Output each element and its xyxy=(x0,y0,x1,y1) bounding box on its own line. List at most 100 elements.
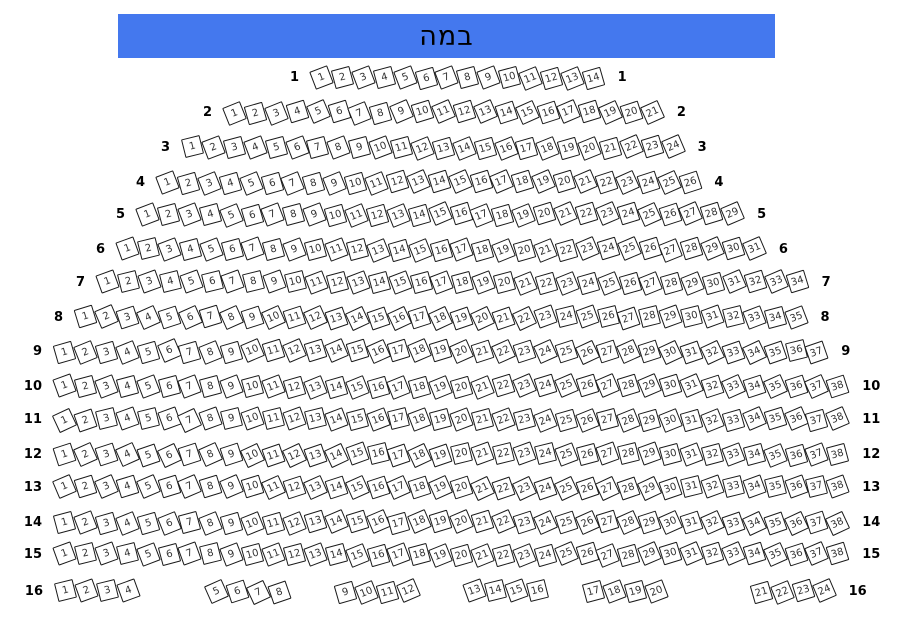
seat[interactable]: 28 xyxy=(616,408,642,433)
seat[interactable]: 21 xyxy=(491,306,516,331)
seat[interactable]: 31 xyxy=(679,510,704,535)
seat[interactable]: 24 xyxy=(533,373,558,398)
seat[interactable]: 6 xyxy=(240,203,264,228)
seat[interactable]: 21 xyxy=(513,271,538,296)
seat[interactable]: 24 xyxy=(554,304,578,329)
seat[interactable]: 9 xyxy=(219,511,244,536)
seat[interactable]: 20 xyxy=(449,543,474,568)
seat[interactable]: 23 xyxy=(533,304,558,329)
seat[interactable]: 9 xyxy=(302,202,327,227)
seat[interactable]: 38 xyxy=(825,541,850,566)
seat[interactable]: 18 xyxy=(510,169,535,194)
seat[interactable]: 10 xyxy=(410,99,435,124)
seat[interactable]: 4 xyxy=(218,171,242,196)
seat[interactable]: 6 xyxy=(156,338,182,363)
seat[interactable]: 24 xyxy=(532,408,558,433)
seat[interactable]: 16 xyxy=(365,509,391,534)
seat[interactable]: 23 xyxy=(791,578,816,603)
seat[interactable]: 12 xyxy=(452,99,477,124)
seat[interactable]: 31 xyxy=(679,373,704,398)
seat[interactable]: 5 xyxy=(198,237,224,262)
seat[interactable]: 35 xyxy=(763,511,788,536)
seat[interactable]: 8 xyxy=(198,511,224,536)
seat[interactable]: 15 xyxy=(387,270,413,295)
seat[interactable]: 12 xyxy=(282,406,307,431)
seat[interactable]: 17 xyxy=(489,169,515,194)
seat[interactable]: 25 xyxy=(553,541,579,566)
seat[interactable]: 13 xyxy=(303,443,328,468)
seat[interactable]: 14 xyxy=(367,270,391,295)
seat[interactable]: 26 xyxy=(575,373,599,398)
seat[interactable]: 4 xyxy=(198,202,222,227)
seat[interactable]: 27 xyxy=(596,407,620,432)
seat[interactable]: 19 xyxy=(491,238,517,263)
seat[interactable]: 29 xyxy=(637,541,663,566)
seat[interactable]: 29 xyxy=(720,201,746,226)
seat[interactable]: 15 xyxy=(344,543,370,568)
seat[interactable]: 2 xyxy=(156,202,181,227)
seat[interactable]: 3 xyxy=(93,474,119,499)
seat[interactable]: 24 xyxy=(596,236,621,261)
seat[interactable]: 35 xyxy=(763,406,787,431)
seat[interactable]: 6 xyxy=(327,99,351,124)
seat[interactable]: 37 xyxy=(804,510,829,535)
seat[interactable]: 13 xyxy=(303,338,328,363)
seat[interactable]: 6 xyxy=(200,269,224,294)
seat[interactable]: 15 xyxy=(473,136,497,161)
seat[interactable]: 5 xyxy=(238,171,264,196)
seat[interactable]: 12 xyxy=(325,270,350,295)
seat[interactable]: 33 xyxy=(721,408,746,433)
seat[interactable]: 25 xyxy=(553,373,579,398)
seat[interactable]: 9 xyxy=(219,374,244,399)
seat[interactable]: 22 xyxy=(491,373,516,398)
seat[interactable]: 10 xyxy=(240,511,265,536)
seat[interactable]: 13 xyxy=(405,169,431,194)
seat[interactable]: 2 xyxy=(73,408,98,433)
seat[interactable]: 1 xyxy=(155,170,180,195)
seat[interactable]: 24 xyxy=(616,201,641,226)
seat[interactable]: 31 xyxy=(679,442,704,467)
seat[interactable]: 20 xyxy=(450,441,474,466)
seat[interactable]: 18 xyxy=(602,579,627,604)
seat[interactable]: 36 xyxy=(784,338,808,363)
seat[interactable]: 1 xyxy=(53,578,78,603)
seat[interactable]: 22 xyxy=(491,543,516,568)
seat[interactable]: 20 xyxy=(512,238,537,263)
seat[interactable]: 5 xyxy=(264,135,288,160)
seat[interactable]: 9 xyxy=(219,542,244,567)
seat[interactable]: 6 xyxy=(260,171,284,196)
seat[interactable]: 8 xyxy=(456,65,480,90)
seat[interactable]: 12 xyxy=(282,375,307,400)
seat[interactable]: 31 xyxy=(679,474,704,499)
seat[interactable]: 33 xyxy=(720,541,746,566)
seat[interactable]: 6 xyxy=(225,579,250,604)
seat[interactable]: 14 xyxy=(451,136,477,161)
seat[interactable]: 3 xyxy=(94,541,119,566)
seat[interactable]: 5 xyxy=(392,65,418,90)
seat[interactable]: 2 xyxy=(74,578,99,603)
seat[interactable]: 38 xyxy=(825,406,851,431)
seat[interactable]: 30 xyxy=(658,373,683,398)
seat[interactable]: 35 xyxy=(762,541,788,568)
seat[interactable]: 19 xyxy=(449,306,474,331)
seat[interactable]: 10 xyxy=(240,474,265,499)
seat[interactable]: 4 xyxy=(115,474,140,499)
seat[interactable]: 1 xyxy=(180,134,205,159)
seat[interactable]: 21 xyxy=(573,169,598,194)
seat[interactable]: 17 xyxy=(386,443,411,468)
seat[interactable]: 8 xyxy=(302,171,326,196)
seat[interactable]: 19 xyxy=(428,375,454,400)
seat[interactable]: 2 xyxy=(243,101,268,126)
seat[interactable]: 7 xyxy=(178,510,202,535)
seat[interactable]: 37 xyxy=(804,340,829,365)
seat[interactable]: 15 xyxy=(366,306,391,331)
seat[interactable]: 18 xyxy=(407,338,433,363)
seat[interactable]: 1 xyxy=(52,510,77,535)
seat[interactable]: 9 xyxy=(322,171,348,196)
seat[interactable]: 16 xyxy=(366,475,390,500)
seat[interactable]: 31 xyxy=(700,304,725,329)
seat[interactable]: 26 xyxy=(638,236,662,261)
seat[interactable]: 20 xyxy=(449,509,475,534)
seat[interactable]: 20 xyxy=(532,201,557,226)
seat[interactable]: 14 xyxy=(324,542,348,567)
